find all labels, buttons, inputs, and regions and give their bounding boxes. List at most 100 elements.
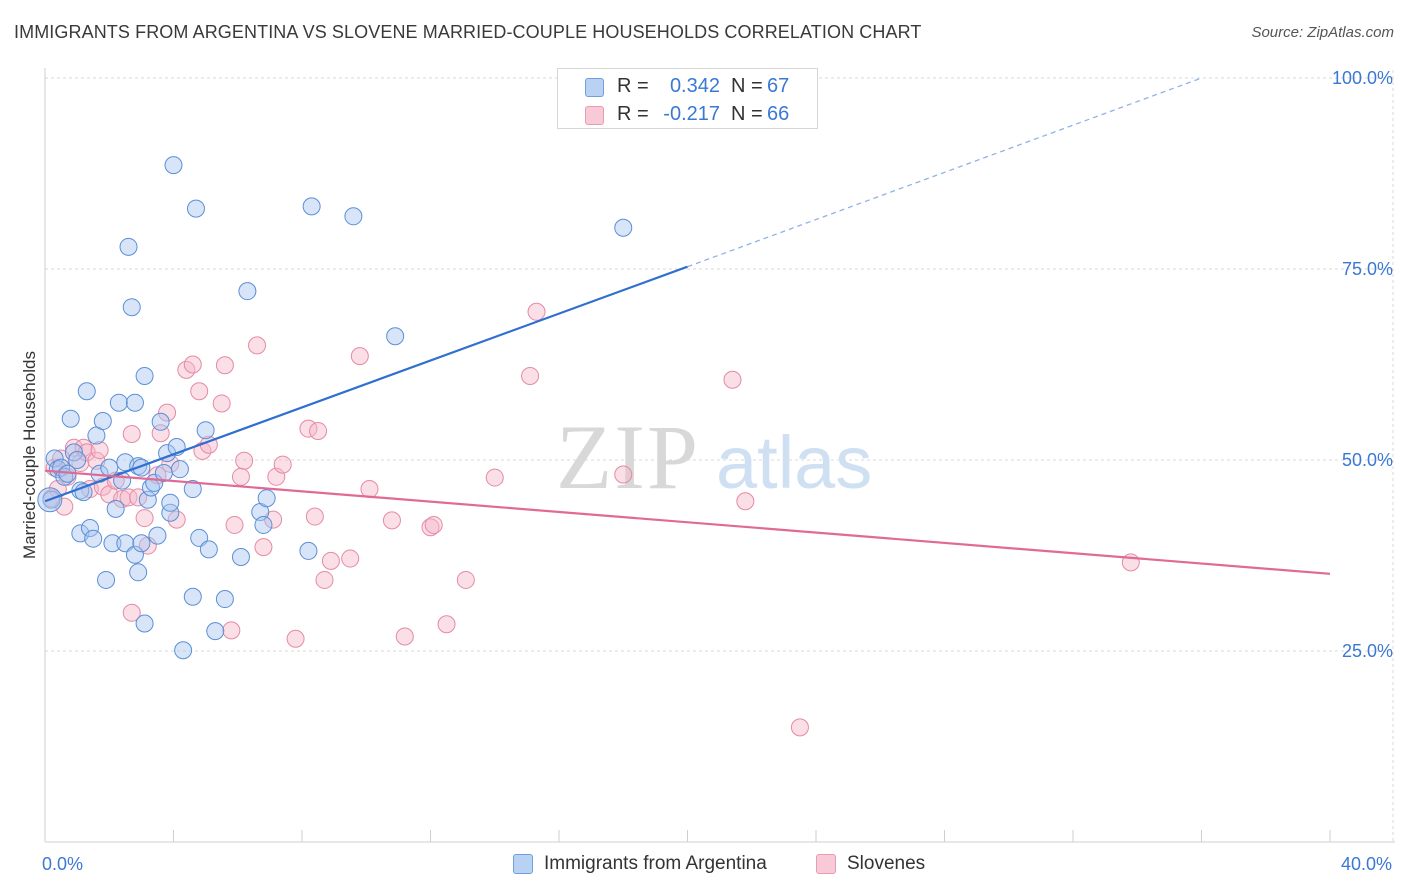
argentina-point (61, 409, 80, 428)
legend-label-slovenes: Slovenes (847, 853, 926, 874)
x-tick-max: 40.0% (1341, 854, 1392, 874)
slovenes-point (305, 507, 324, 526)
slovenes-point (71, 454, 90, 473)
y-axis-label: Married-couple Households (20, 351, 39, 559)
slovenes-trend-line (44, 469, 1331, 575)
watermark: ZIP atlas (556, 406, 872, 508)
slovenes-point (350, 347, 369, 366)
argentina-point (48, 460, 67, 479)
argentina-point (135, 614, 154, 633)
legend-n-label: N = (731, 103, 763, 125)
argentina-point (97, 570, 116, 589)
y-tick-label: 75.0% (1342, 259, 1393, 279)
argentina-point (161, 503, 180, 522)
slovenes-point (395, 627, 414, 646)
argentina-point (183, 480, 202, 499)
slovenes-point (521, 366, 540, 385)
slovenes-point (424, 515, 443, 534)
legend-r-value: 0.342 (669, 75, 720, 97)
slovenes-point (122, 603, 141, 622)
argentina-point (103, 534, 122, 553)
slovenes-point (614, 465, 633, 484)
argentina-point (148, 526, 167, 545)
argentina-point (106, 499, 125, 518)
argentina-point (77, 382, 96, 401)
argentina-point (190, 528, 209, 547)
argentina-point (129, 563, 148, 582)
watermark-atlas: atlas (716, 421, 872, 504)
y-tick-label: 25.0% (1342, 641, 1393, 661)
slovenes-point (235, 451, 254, 470)
argentina-point (199, 540, 218, 559)
argentina-point (186, 199, 205, 218)
argentina-point (119, 237, 138, 256)
slovenes-point (222, 621, 241, 640)
slovenes-point (437, 615, 456, 634)
argentina-point (122, 298, 141, 317)
argentina-point (386, 327, 405, 346)
slovenes-point (286, 629, 305, 648)
argentina-point (80, 518, 99, 537)
chart-title: IMMIGRANTS FROM ARGENTINA VS SLOVENE MAR… (14, 22, 922, 42)
argentina-point (132, 534, 151, 553)
grid-lines (45, 70, 1395, 842)
legend-row-slovenes: R = -0.217 N = 66 (558, 101, 817, 129)
slovenes-point (790, 718, 809, 737)
slovenes-point (527, 302, 546, 321)
correlation-legend: R = 0.342 N = 67 R = -0.217 N = 66 (557, 68, 818, 129)
legend-swatch-pink (585, 106, 604, 125)
trend-lines (44, 77, 1331, 575)
slovenes-point (183, 355, 202, 374)
y-tick-labels: 25.0% 50.0% 75.0% 100.0% (1332, 68, 1393, 661)
slovenes-point (321, 551, 340, 570)
slovenes-point (315, 570, 334, 589)
argentina-point (344, 207, 363, 226)
slovenes-point (158, 403, 177, 422)
argentina-point (196, 421, 215, 440)
legend-r-value: -0.217 (663, 103, 720, 125)
slovenes-point (309, 421, 328, 440)
argentina-point (93, 412, 112, 431)
argentina-point (161, 493, 180, 512)
y-tick-label: 50.0% (1342, 450, 1393, 470)
source-credit: Source: ZipAtlas.com (1251, 24, 1394, 41)
argentina-point (109, 393, 128, 412)
argentina-point (164, 156, 183, 175)
x-tick-min: 0.0% (42, 854, 83, 874)
slovenes-point (113, 489, 132, 508)
series-legend: Immigrants from Argentina Slovenes (0, 852, 1406, 878)
series-argentina-points (37, 156, 633, 660)
legend-swatch-pink (816, 854, 836, 874)
slovenes-point (382, 511, 401, 530)
slovenes-point (456, 570, 475, 589)
argentina-point (614, 218, 633, 237)
slovenes-point (215, 356, 234, 375)
argentina-point (125, 545, 144, 564)
watermark-zip: ZIP (556, 406, 700, 508)
slovenes-point (212, 394, 231, 413)
slovenes-point (723, 370, 742, 389)
legend-r-label: R = (617, 103, 649, 125)
legend-row-argentina: R = 0.342 N = 67 (558, 73, 817, 101)
slovenes-point (225, 515, 244, 534)
legend-swatch-blue (585, 78, 604, 97)
argentina-point (231, 548, 250, 567)
argentina-point (257, 489, 276, 508)
slovenes-point (122, 425, 141, 444)
argentina-point (151, 412, 170, 431)
argentina-point (68, 451, 87, 469)
argentina-point (302, 197, 321, 216)
argentina-point (299, 541, 318, 560)
y-tick-label: 100.0% (1332, 68, 1393, 88)
argentina-point (116, 534, 135, 553)
legend-n-label: N = (731, 75, 763, 97)
argentina-point (45, 449, 64, 468)
argentina-trend-extension (687, 77, 1202, 268)
argentina-point (238, 282, 257, 301)
slovenes-point (90, 441, 109, 460)
slovenes-point (273, 455, 292, 474)
slovenes-point (485, 468, 504, 487)
argentina-point (170, 460, 189, 479)
slovenes-point (167, 510, 186, 529)
